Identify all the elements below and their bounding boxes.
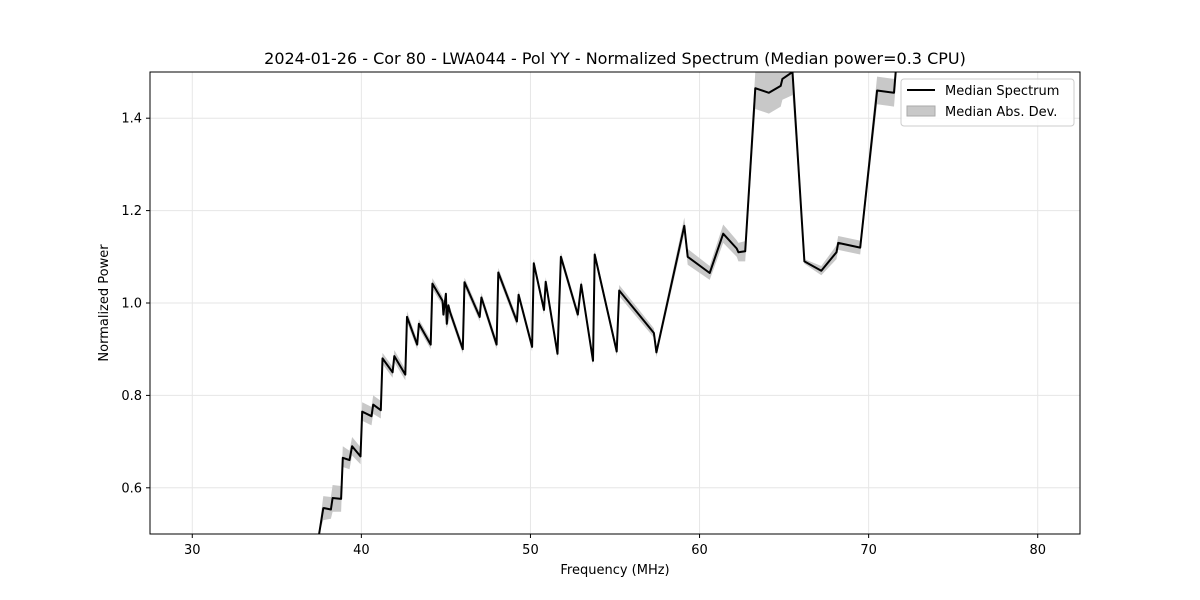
legend-entry-median-abs-dev: Median Abs. Dev. xyxy=(945,105,1057,120)
median-spectrum-line xyxy=(318,72,897,534)
x-tick-label: 40 xyxy=(353,543,370,558)
x-axis-label: Frequency (MHz) xyxy=(560,563,669,578)
y-tick-label: 0.8 xyxy=(121,389,142,404)
x-axis-ticks: 30 40 50 60 70 80 xyxy=(184,534,1046,558)
x-tick-label: 50 xyxy=(522,543,539,558)
x-tick-label: 70 xyxy=(860,543,877,558)
x-tick-label: 60 xyxy=(691,543,708,558)
x-tick-label: 30 xyxy=(184,543,201,558)
chart-title: 2024-01-26 - Cor 80 - LWA044 - Pol YY - … xyxy=(264,49,966,68)
x-tick-label: 80 xyxy=(1029,543,1046,558)
legend-entry-median-spectrum: Median Spectrum xyxy=(945,84,1059,99)
y-tick-label: 1.2 xyxy=(121,204,142,219)
series-layer xyxy=(318,72,897,534)
legend: Median Spectrum Median Abs. Dev. xyxy=(900,78,1075,127)
y-tick-label: 0.6 xyxy=(121,481,142,496)
y-axis-ticks: 0.6 0.8 1.0 1.2 1.4 xyxy=(121,112,150,496)
legend-box xyxy=(900,78,1075,127)
y-tick-label: 1.0 xyxy=(121,297,142,312)
y-axis-label: Normalized Power xyxy=(97,244,112,362)
legend-band-swatch xyxy=(906,105,936,117)
y-tick-label: 1.4 xyxy=(121,112,142,127)
